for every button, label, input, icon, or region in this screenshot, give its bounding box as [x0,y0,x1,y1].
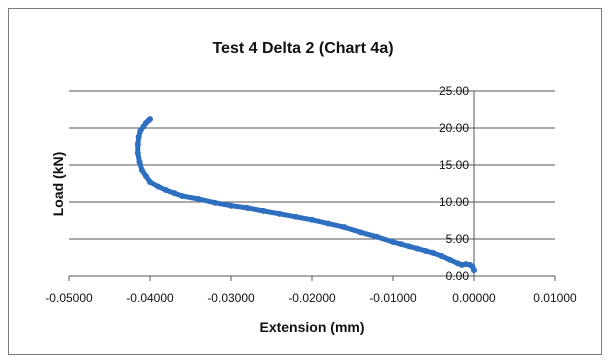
x-tick-label: -0.05000 [45,291,93,305]
series-line [135,116,477,273]
y-tick-label: 15.00 [439,158,469,172]
x-tick-label: -0.03000 [207,291,255,305]
data-point [373,233,380,240]
y-tick-label: 25.00 [439,84,469,98]
data-point [276,210,283,217]
data-point [341,224,348,231]
data-point [422,247,429,254]
y-tick-label: 10.00 [439,195,469,209]
data-point [406,243,413,250]
data-point [309,216,315,223]
chart-frame [8,8,602,355]
data-point [211,199,218,206]
data-point [136,159,143,166]
data-point [357,229,364,236]
data-point [228,202,234,209]
chart-title: Test 4 Delta 2 (Chart 4a) [212,40,393,57]
data-point [142,173,149,180]
data-point [163,187,170,194]
data-point [438,253,445,260]
y-tick-labels: 0.00 5.00 10.00 15.00 20.00 25.00 [439,84,469,283]
data-point [244,204,251,211]
data-point [260,207,267,214]
data-point [147,116,153,123]
axes [68,90,556,281]
data-point [147,179,153,186]
data-point [398,241,405,248]
x-tick-label: 0.00000 [452,291,496,305]
data-point [292,213,299,220]
x-tick-label: -0.02000 [288,291,336,305]
data-point [414,245,421,252]
y-tick-label: 5.00 [446,232,470,246]
data-point [134,141,141,148]
data-point [138,167,145,174]
data-point [135,133,142,140]
x-tick-labels: -0.05000 -0.04000 -0.03000 -0.02000 -0.01000… [45,291,577,305]
x-tick-label: 0.01000 [533,291,577,305]
data-point [390,238,396,245]
data-point [137,127,144,134]
data-point [134,150,141,157]
x-tick-label: -0.01000 [369,291,417,305]
data-series [134,116,477,274]
y-tick-label: 20.00 [439,121,469,135]
data-point [325,220,332,227]
y-tick-label: 0.00 [446,269,470,283]
y-axis-title: Load (kN) [50,152,66,217]
data-point [430,250,437,257]
data-point [179,193,186,200]
data-point [195,196,202,203]
x-axis-title: Extension (mm) [259,319,364,335]
data-point [446,256,453,263]
data-point [454,260,461,267]
x-tick-label: -0.04000 [126,291,174,305]
data-point [171,190,178,197]
data-point [155,183,162,190]
